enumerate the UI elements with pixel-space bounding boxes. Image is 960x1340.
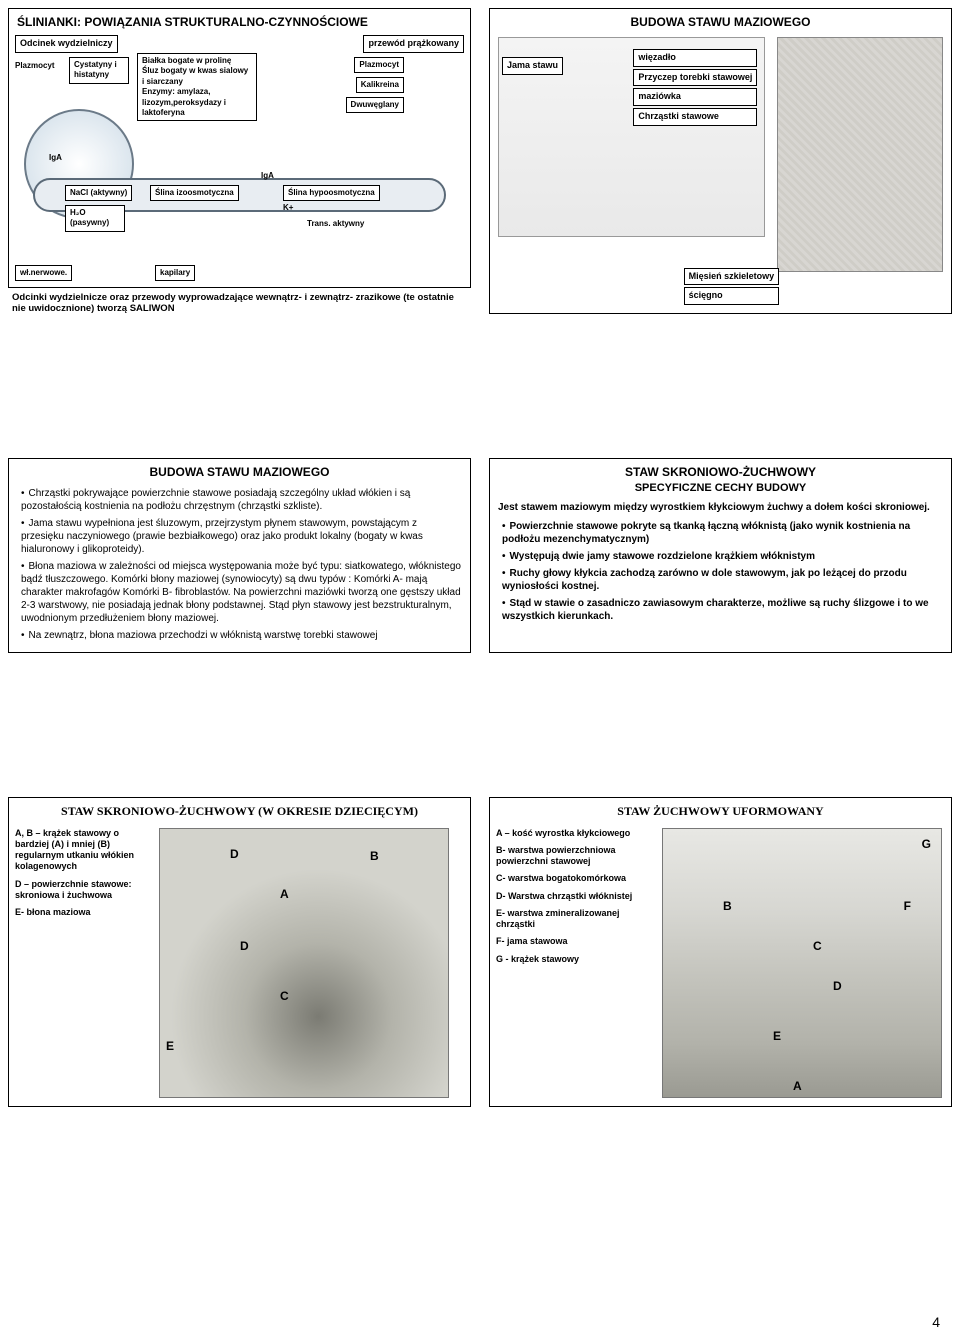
budowa-b3: Błona maziowa w zależności od miejsca wy… — [21, 560, 462, 625]
synovial-title: BUDOWA STAWU MAZIOWEGO — [498, 15, 943, 31]
panel-tmj: STAW SKRONIOWO-ŻUCHWOWY SPECYFICZNE CECH… — [489, 458, 952, 653]
label-hypoosm: Ślina hypoosmotyczna — [283, 185, 380, 201]
label-dwuweglany: Dwuwęglany — [346, 97, 404, 113]
formed-a: A – kość wyrostka kłykciowego — [496, 828, 656, 839]
formed-title: STAW ŻUCHWOWY UFORMOWANY — [498, 804, 943, 820]
label-sciegno: ścięgno — [684, 287, 780, 305]
label-h2o: H₂O (pasywny) — [65, 205, 125, 232]
panel-child: STAW SKRONIOWO-ŻUCHWOWY (W OKRESIE DZIEC… — [8, 797, 471, 1107]
budowa-b1: Chrząstki pokrywające powierzchnie stawo… — [21, 487, 462, 513]
formed-f: F- jama stawowa — [496, 936, 656, 947]
label-miesien: Mięsień szkieletowy — [684, 268, 780, 286]
label-nacl: NaCl (aktywny) — [65, 185, 132, 201]
formed-d: D- Warstwa chrząstki włóknistej — [496, 891, 656, 902]
child-micrograph: D A B D C E — [159, 828, 449, 1098]
formed-micrograph: G B F C D E A — [662, 828, 942, 1098]
tmj-title: STAW SKRONIOWO-ŻUCHWOWY — [498, 465, 943, 481]
child-legend-e: E- błona maziowa — [15, 907, 150, 918]
tmj-b2: Występują dwie jamy stawowe rozdzielone … — [502, 550, 943, 563]
label-stack-right: więzadło Przyczep torebki stawowej mazió… — [633, 49, 757, 126]
label-przyczep: Przyczep torebki stawowej — [633, 69, 757, 87]
child-legend-ab: A, B – krążek stawowy o bardziej (A) i m… — [15, 828, 150, 873]
label-stack-bottom: Mięsień szkieletowy ścięgno — [684, 268, 780, 305]
panel-budowa: BUDOWA STAWU MAZIOWEGO Chrząstki pokrywa… — [8, 458, 471, 653]
slinianki-diagram: Odcinek wydzielniczy przewód prążkowany … — [15, 35, 464, 281]
tmj-subtitle: SPECYFICZNE CECHY BUDOWY — [498, 481, 943, 495]
page-number: 4 — [932, 1314, 940, 1330]
formed-c: C- warstwa bogatokomórkowa — [496, 873, 656, 884]
label-bialka: Białka bogate w prolinę Śluz bogaty w kw… — [137, 53, 257, 121]
label-plazmocyt2: Plazmocyt — [354, 57, 404, 73]
child-legend: A, B – krążek stawowy o bardziej (A) i m… — [15, 828, 150, 925]
panel-synovial: BUDOWA STAWU MAZIOWEGO Jama stawu więzad… — [489, 8, 952, 314]
formed-b: B- warstwa powierzchniowa powierzchni st… — [496, 845, 656, 868]
slinianki-title: ŚLINIANKI: POWIĄZANIA STRUKTURALNO-CZYNN… — [17, 15, 462, 31]
label-odcinek: Odcinek wydzielniczy — [15, 35, 118, 53]
tmj-p1: Jest stawem maziowym między wyrostkiem k… — [498, 501, 943, 514]
label-wlnerw: wł.nerwowe. — [15, 265, 72, 281]
label-maziowka: maziówka — [633, 88, 757, 106]
label-przewod: przewód prążkowany — [363, 35, 464, 53]
label-chrzastki: Chrząstki stawowe — [633, 108, 757, 126]
child-title: STAW SKRONIOWO-ŻUCHWOWY (W OKRESIE DZIEC… — [17, 804, 462, 820]
budowa-b2: Jama stawu wypełniona jest śluzowym, prz… — [21, 517, 462, 556]
formed-g: G - krążek stawowy — [496, 954, 656, 965]
panel-formed: STAW ŻUCHWOWY UFORMOWANY A – kość wyrost… — [489, 797, 952, 1107]
label-jama: Jama stawu — [502, 57, 563, 75]
child-legend-d: D – powierzchnie stawowe: skroniowa i żu… — [15, 879, 150, 902]
label-iga: IgA — [49, 153, 62, 163]
label-kplus: K+ — [283, 203, 293, 213]
tmj-b4: Stąd w stawie o zasadniczo zawiasowym ch… — [502, 597, 943, 623]
label-trans: Trans. aktywny — [307, 219, 364, 229]
tmj-b3: Ruchy głowy kłykcia zachodzą zarówno w d… — [502, 567, 943, 593]
label-wiezadlo: więzadło — [633, 49, 757, 67]
joint-histology — [777, 37, 943, 272]
slinianki-caption: Odcinki wydzielnicze oraz przewody wypro… — [8, 292, 471, 314]
label-izoosm: Ślina izoosmotyczna — [150, 185, 239, 201]
label-kapilary: kapilary — [155, 265, 195, 281]
budowa-title: BUDOWA STAWU MAZIOWEGO — [17, 465, 462, 481]
label-kalikreina: Kalikreina — [356, 77, 404, 93]
label-plazmocyt: Plazmocyt — [15, 61, 55, 71]
tmj-b1: Powierzchnie stawowe pokryte są tkanką ł… — [502, 520, 943, 546]
label-cystatyny: Cystatyny i histatyny — [69, 57, 129, 84]
panel-slinianki: ŚLINIANKI: POWIĄZANIA STRUKTURALNO-CZYNN… — [8, 8, 471, 288]
budowa-b4: Na zewnątrz, błona maziowa przechodzi w … — [21, 629, 462, 642]
formed-e: E- warstwa zmineralizowanej chrząstki — [496, 908, 656, 931]
label-iga2: IgA — [261, 171, 274, 181]
formed-legend: A – kość wyrostka kłykciowego B- warstwa… — [496, 828, 656, 971]
